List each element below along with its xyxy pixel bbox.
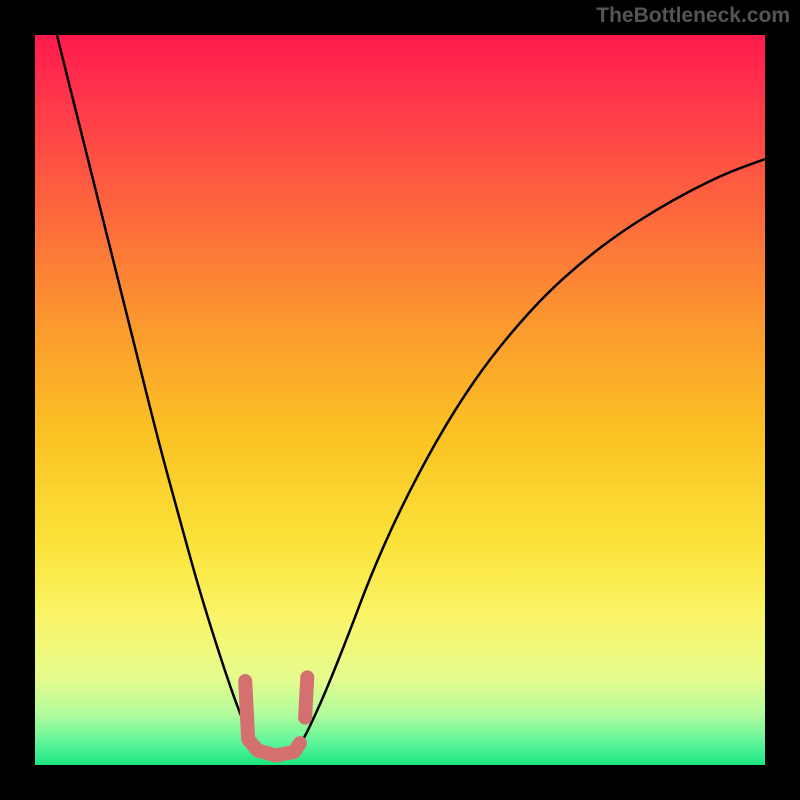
highlight-marker-0: [245, 681, 300, 755]
chart-curve: [35, 35, 765, 765]
bottleneck-curve: [57, 35, 765, 756]
watermark-text: TheBottleneck.com: [596, 4, 790, 28]
highlight-marker-1: [305, 677, 307, 717]
chart-container: TheBottleneck.com: [0, 0, 800, 800]
